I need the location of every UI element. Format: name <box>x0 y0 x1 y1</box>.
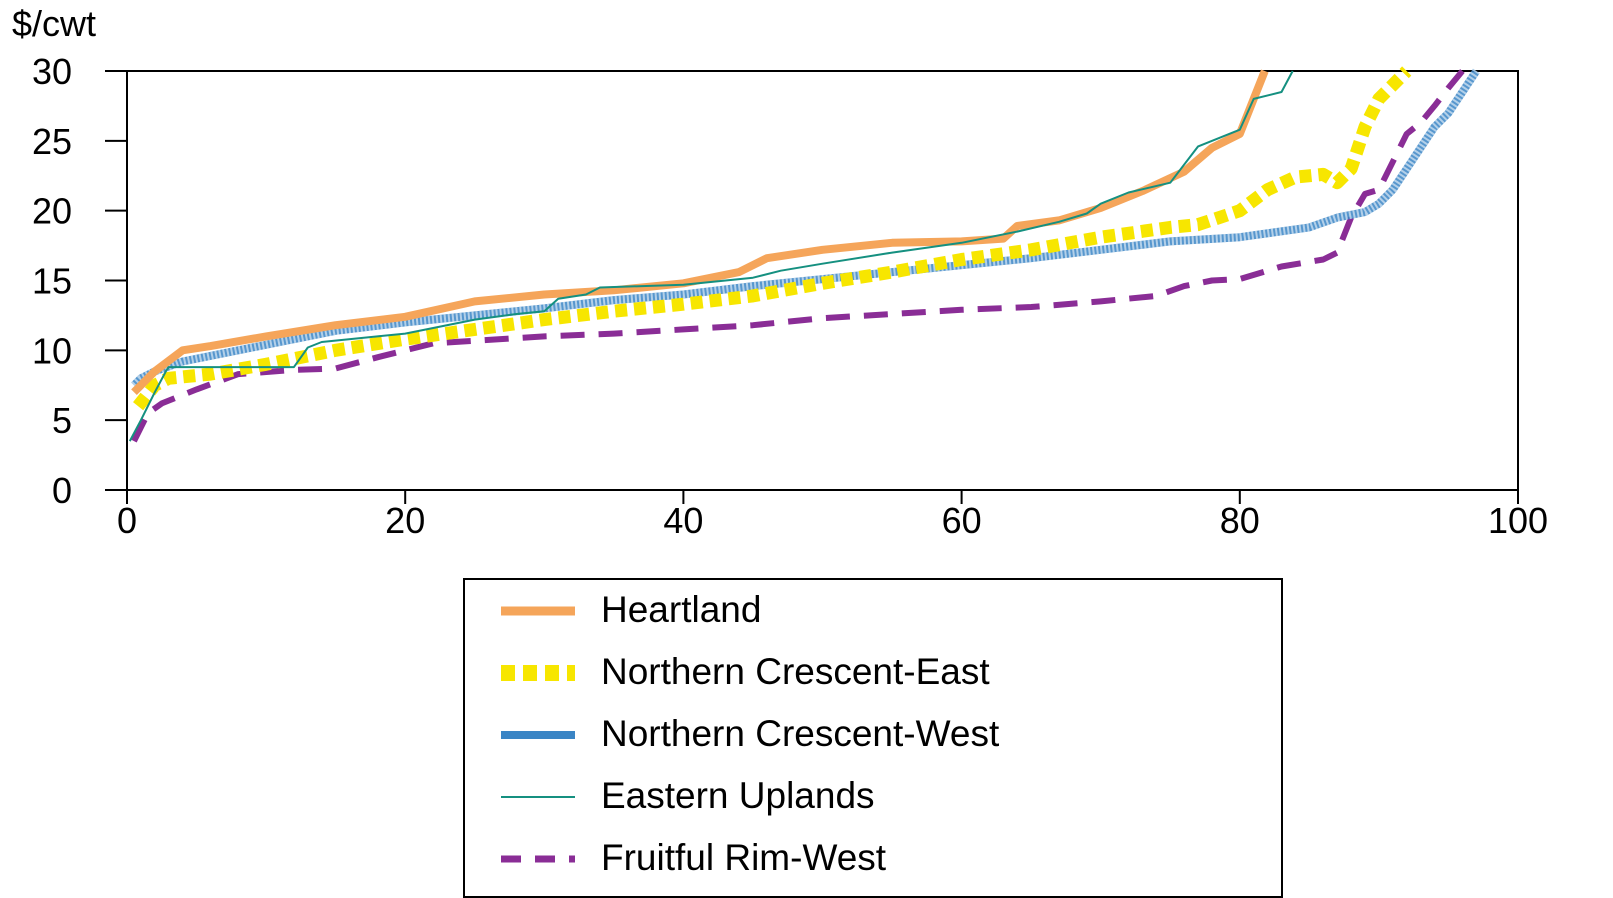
legend-label: Fruitful Rim-West <box>601 837 887 878</box>
chart: 0 5 10 15 20 25 30 0 20 40 60 80 100 $/cwt <box>12 3 1548 541</box>
legend: Heartland Northern Crescent-East Norther… <box>463 578 1283 898</box>
y-tick-label: 15 <box>32 261 72 302</box>
y-tick-label: 5 <box>52 400 72 441</box>
series-line-northern-crescent-west <box>131 68 1480 389</box>
y-tick-label: 30 <box>32 51 72 92</box>
tick-labels: 0 5 10 15 20 25 30 0 20 40 60 80 100 <box>32 51 1548 541</box>
legend-swatch-fruitful-rim-west <box>501 855 575 863</box>
x-tick-label: 60 <box>942 500 982 541</box>
axes <box>105 70 1519 504</box>
series-line-fruitful-rim-west <box>131 69 1465 443</box>
series-lines <box>128 66 1480 443</box>
series-line-northern-crescent-west <box>131 68 1480 389</box>
y-tick-label: 20 <box>32 191 72 232</box>
legend-swatch-heartland <box>501 606 575 616</box>
y-axis-label: $/cwt <box>12 3 96 44</box>
series-line-northern-crescent-east <box>133 66 1412 411</box>
legend-label: Northern Crescent-East <box>601 651 990 692</box>
legend-swatch-northern-crescent-east <box>501 665 575 681</box>
x-tick-label: 40 <box>663 500 703 541</box>
legend-swatch-eastern-uplands <box>501 796 575 798</box>
legend-label: Heartland <box>601 589 762 630</box>
y-tick-label: 25 <box>32 121 72 162</box>
y-tick-label: 0 <box>52 470 72 511</box>
legend-label: Northern Crescent-West <box>601 713 1000 754</box>
series-line-eastern-uplands <box>128 70 1294 442</box>
legend-label: Eastern Uplands <box>601 775 875 816</box>
y-tick-label: 10 <box>32 330 72 371</box>
x-tick-label: 20 <box>385 500 425 541</box>
legend-swatch-northern-crescent-west <box>501 731 575 739</box>
x-tick-label: 0 <box>117 500 137 541</box>
x-tick-label: 100 <box>1488 500 1548 541</box>
x-tick-label: 80 <box>1220 500 1260 541</box>
